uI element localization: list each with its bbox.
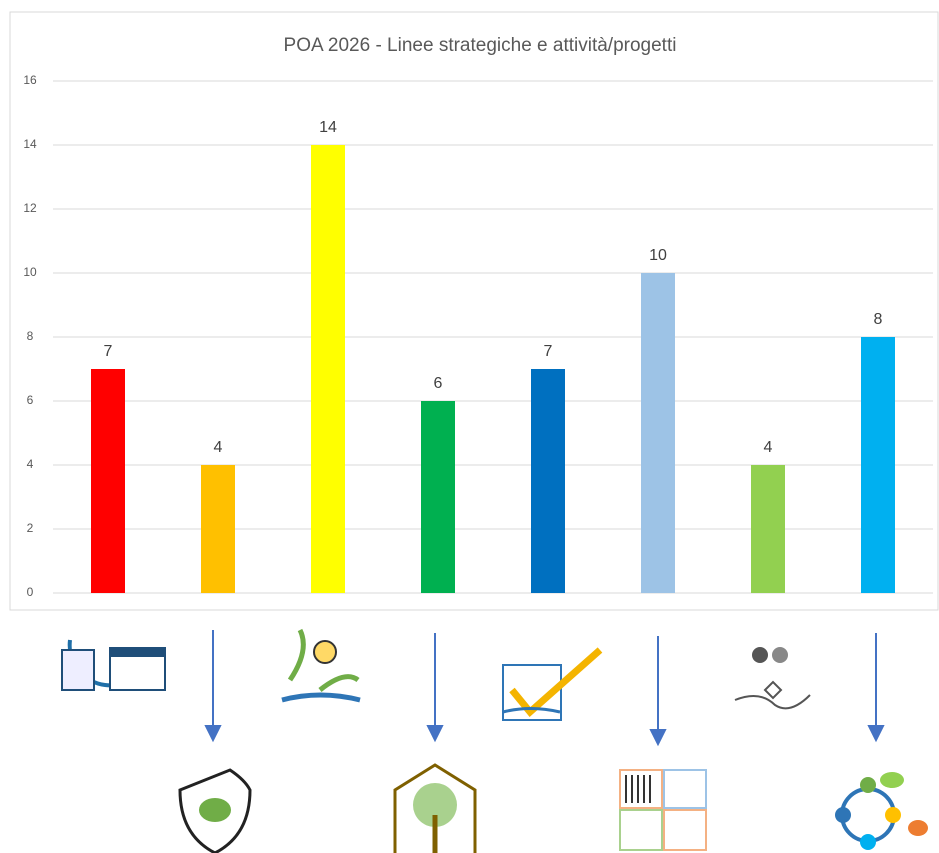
icons [61,628,928,853]
chart-frame [9,11,939,611]
bar [861,337,895,593]
y-tick-label: 2 [27,521,34,535]
bar [421,401,455,593]
icon-idea [281,628,361,703]
data-label: 14 [319,119,337,136]
bar [641,273,675,593]
y-tick-label: 0 [27,585,34,599]
y-tick-label: 14 [23,137,37,151]
data-label: 7 [104,343,113,360]
icon-network [835,772,928,850]
y-tick-label: 16 [23,73,37,87]
bar [201,465,235,593]
data-label: 4 [764,439,773,456]
icon-check [502,647,603,721]
bar [311,145,345,593]
data-label: 4 [214,439,223,456]
data-label: 10 [649,247,667,264]
icon-grid [619,769,707,851]
y-tick-label: 4 [27,457,34,471]
data-label: 7 [544,343,553,360]
arrows [204,630,885,747]
icon-tree [393,763,477,853]
y-tick-label: 10 [23,265,37,279]
bar [531,369,565,593]
bar [91,369,125,593]
chart-title: POA 2026 - Linee strategiche e attività/… [284,35,677,56]
y-tick-label: 8 [27,329,34,343]
y-tick-label: 12 [23,201,37,215]
icon-digital [61,639,166,691]
data-label: 6 [434,375,443,392]
y-tick-label: 6 [27,393,34,407]
data-label: 8 [874,311,883,328]
bar [751,465,785,593]
icon-care [734,647,811,710]
icon-shield [178,768,252,853]
